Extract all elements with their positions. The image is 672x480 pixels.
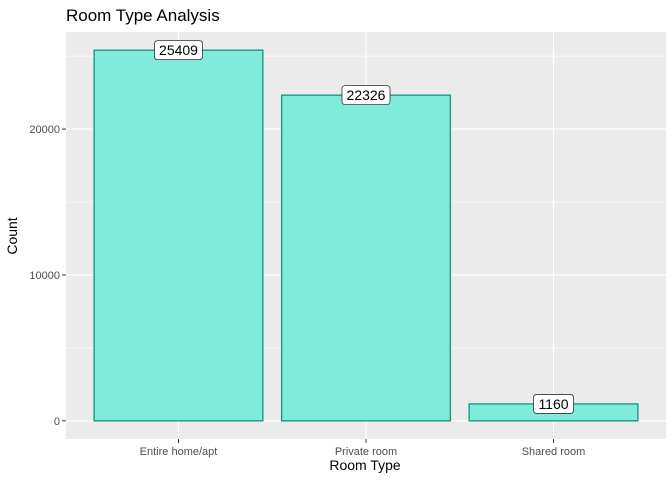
data-label-text: 1160 bbox=[538, 396, 568, 412]
data-label-box bbox=[341, 85, 391, 106]
bar-private-room bbox=[280, 94, 452, 422]
y-axis: 0 10000 20000 bbox=[29, 124, 66, 428]
data-label-box bbox=[154, 40, 203, 61]
x-axis: Entire home/apt Private room Shared room bbox=[140, 439, 586, 458]
y-axis-title: Count bbox=[4, 217, 20, 254]
y-tick-label: 10000 bbox=[29, 270, 60, 282]
data-labels-layer: 25409 22326 1160 bbox=[154, 40, 574, 414]
bars-layer bbox=[93, 49, 639, 422]
y-tick-label: 0 bbox=[54, 416, 60, 428]
x-axis-title: Room Type bbox=[329, 457, 401, 473]
data-label-text: 25409 bbox=[159, 42, 198, 58]
y-tick-label: 20000 bbox=[29, 124, 60, 136]
data-label-text: 22326 bbox=[347, 87, 386, 103]
x-tick-label: Shared room bbox=[522, 446, 586, 458]
bar-entire-home-apt bbox=[93, 49, 264, 422]
data-label: 25409 bbox=[154, 40, 203, 61]
x-tick-label: Entire home/apt bbox=[140, 446, 218, 458]
chart-title: Room Type Analysis bbox=[66, 6, 220, 25]
data-label-box bbox=[533, 394, 574, 414]
data-label: 22326 bbox=[341, 85, 391, 106]
x-tick-label: Private room bbox=[335, 446, 397, 458]
data-label: 1160 bbox=[533, 394, 574, 414]
